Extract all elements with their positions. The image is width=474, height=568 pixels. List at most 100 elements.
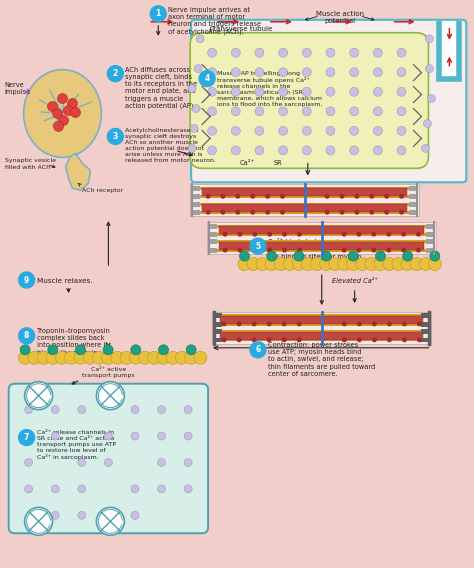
Circle shape (71, 107, 81, 118)
Circle shape (37, 351, 50, 364)
Circle shape (337, 257, 351, 270)
Bar (421, 314, 429, 318)
Text: Ca²⁺ binds to troponin on
the thin filament, exposing
the binding sites for myos: Ca²⁺ binds to troponin on the thin filam… (268, 238, 364, 260)
Circle shape (78, 406, 86, 414)
Circle shape (397, 87, 406, 96)
Circle shape (206, 210, 210, 215)
Bar (219, 242, 424, 250)
Text: Muscle action
potential: Muscle action potential (316, 11, 364, 24)
Circle shape (321, 251, 331, 261)
Text: Contraction: power strokes
use ATP; myosin heads bind
to actin, swivel, and rele: Contraction: power strokes use ATP; myos… (268, 342, 375, 377)
Circle shape (231, 48, 240, 57)
Circle shape (302, 87, 311, 96)
Text: Elevated Ca²⁺: Elevated Ca²⁺ (332, 278, 378, 284)
Circle shape (208, 107, 217, 116)
Circle shape (282, 232, 287, 237)
Circle shape (302, 68, 311, 77)
Circle shape (250, 210, 255, 215)
Circle shape (51, 406, 59, 414)
Circle shape (355, 210, 359, 215)
Circle shape (392, 257, 405, 270)
Text: Ca²⁺ active
transport pumps: Ca²⁺ active transport pumps (82, 366, 135, 378)
Circle shape (231, 126, 240, 135)
Text: SR: SR (274, 160, 283, 166)
Circle shape (188, 144, 196, 152)
Circle shape (208, 68, 217, 77)
Circle shape (208, 87, 217, 96)
Circle shape (397, 107, 406, 116)
Circle shape (267, 248, 272, 253)
Circle shape (302, 146, 311, 155)
Text: Troponin–tropomyosin
complex slides back
into position where it
blocks the myosi: Troponin–tropomyosin complex slides back… (36, 328, 110, 363)
Circle shape (374, 107, 383, 116)
Circle shape (237, 232, 242, 237)
Circle shape (326, 87, 335, 96)
Circle shape (301, 257, 314, 270)
Bar (427, 232, 434, 237)
Circle shape (350, 107, 359, 116)
Circle shape (104, 458, 112, 466)
Circle shape (237, 321, 242, 327)
Circle shape (326, 107, 335, 116)
Bar (207, 222, 437, 254)
Circle shape (265, 257, 278, 270)
Circle shape (75, 345, 85, 355)
Circle shape (184, 406, 192, 414)
Circle shape (326, 48, 335, 57)
Text: Ca²⁺ release channels in
SR close and Ca²⁺ active
transport pumps use ATP
to res: Ca²⁺ release channels in SR close and Ca… (36, 429, 116, 460)
Bar (209, 240, 217, 244)
Circle shape (350, 146, 359, 155)
Circle shape (129, 351, 142, 364)
Circle shape (157, 406, 165, 414)
Bar (410, 194, 418, 199)
Circle shape (255, 126, 264, 135)
Circle shape (417, 321, 422, 327)
Circle shape (54, 122, 64, 131)
Circle shape (138, 351, 152, 364)
Circle shape (402, 251, 413, 261)
Circle shape (131, 511, 139, 519)
Circle shape (350, 48, 359, 57)
Circle shape (279, 68, 288, 77)
Circle shape (280, 194, 285, 199)
Circle shape (374, 146, 383, 155)
Circle shape (265, 194, 270, 199)
Circle shape (256, 257, 269, 270)
Circle shape (131, 345, 141, 355)
Circle shape (397, 126, 406, 135)
Bar (212, 312, 431, 344)
Text: ACh diffuses across
synaptic cleft, binds
to its receptors in the
motor end plat: ACh diffuses across synaptic cleft, bind… (125, 66, 198, 110)
Circle shape (46, 351, 59, 364)
Bar (192, 187, 418, 190)
Circle shape (386, 248, 391, 253)
Circle shape (255, 68, 264, 77)
Circle shape (252, 321, 256, 327)
Circle shape (255, 87, 264, 96)
Circle shape (387, 321, 392, 327)
Circle shape (208, 48, 217, 57)
Circle shape (194, 65, 202, 73)
Circle shape (47, 102, 57, 111)
Circle shape (231, 68, 240, 77)
Bar (192, 203, 418, 206)
Circle shape (397, 146, 406, 155)
Circle shape (279, 146, 288, 155)
Circle shape (222, 232, 228, 237)
Circle shape (279, 48, 288, 57)
Circle shape (369, 194, 374, 199)
Circle shape (374, 48, 383, 57)
Circle shape (192, 105, 200, 112)
Circle shape (328, 257, 342, 270)
Circle shape (383, 257, 396, 270)
Text: 3: 3 (113, 132, 118, 141)
Circle shape (250, 342, 266, 358)
Circle shape (186, 345, 196, 355)
Circle shape (294, 251, 304, 261)
Circle shape (297, 337, 301, 343)
Bar (192, 195, 418, 198)
Circle shape (111, 351, 124, 364)
Bar (421, 337, 429, 343)
Circle shape (374, 68, 383, 77)
Circle shape (238, 257, 251, 270)
Circle shape (57, 94, 67, 103)
